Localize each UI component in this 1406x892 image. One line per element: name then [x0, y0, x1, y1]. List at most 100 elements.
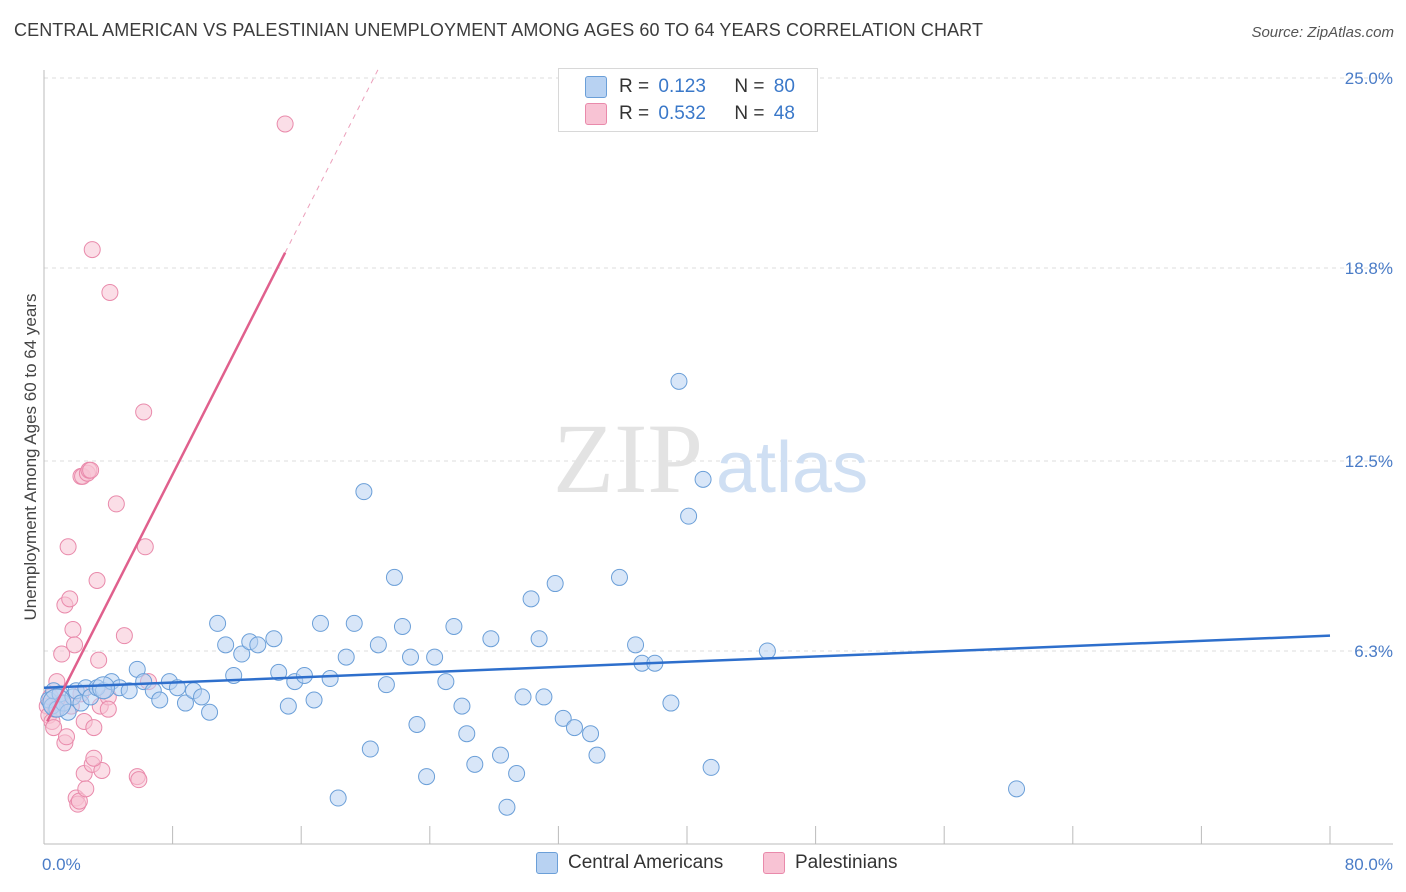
central-american-trend-line: [43, 634, 1331, 689]
palestinian-point: [107, 495, 125, 513]
legend-row-central: R = 0.123 N = 80: [585, 74, 795, 100]
central-american-point: [355, 483, 373, 501]
palestinian-point: [66, 636, 84, 654]
central-american-points: [40, 372, 1026, 816]
central-american-point: [402, 648, 420, 666]
central-swatch: [585, 76, 607, 98]
palestinian-trend-line: [46, 252, 287, 723]
central-american-point: [321, 670, 339, 688]
palestinian-point: [45, 719, 63, 737]
y-tick-label: 6.3%: [1354, 642, 1393, 661]
legend-r-label: R =: [619, 103, 650, 124]
central-american-point: [453, 697, 471, 715]
bottom-legend-central-label: Central Americans: [568, 852, 724, 873]
palestinian-point: [90, 651, 108, 669]
palestinian-swatch: [763, 852, 785, 874]
central-american-point: [554, 709, 572, 727]
palestinian-point: [136, 538, 154, 556]
central-american-point: [329, 789, 347, 807]
central-american-point: [610, 568, 628, 586]
central-american-point: [377, 676, 395, 694]
watermark: ZIP atlas: [553, 403, 868, 514]
legend-r-value: 0.532: [658, 103, 706, 124]
legend-n-value: 80: [773, 76, 795, 97]
central-american-point: [249, 636, 267, 654]
central-american-point: [176, 694, 194, 712]
central-american-point: [582, 725, 600, 743]
central-american-point: [120, 682, 138, 700]
bottom-legend-palestinian-label: Palestinians: [795, 852, 898, 873]
central-american-point: [201, 703, 219, 721]
central-american-point: [270, 663, 288, 681]
central-american-point: [758, 642, 776, 660]
central-american-point: [233, 645, 251, 663]
x-tick-label: 80.0%: [1345, 855, 1393, 874]
central-american-point: [279, 697, 297, 715]
palestinian-point: [135, 403, 153, 421]
palestinian-point: [64, 621, 82, 639]
central-american-point: [385, 568, 403, 586]
palestinian-point: [130, 771, 148, 789]
palestinian-point: [88, 571, 106, 589]
legend-n-label: N =: [734, 76, 765, 97]
legend-n-value: 48: [773, 103, 795, 124]
central-american-point: [369, 636, 387, 654]
palestinian-point: [59, 538, 77, 556]
central-american-point: [530, 630, 548, 648]
central-american-point: [393, 617, 411, 635]
palestinian-swatch: [585, 103, 607, 125]
palestinian-trend-extension: [284, 68, 379, 253]
watermark-atlas: atlas: [716, 428, 868, 508]
central-american-point: [680, 507, 698, 525]
central-american-point: [627, 636, 645, 654]
source-label: Source: ZipAtlas.com: [1251, 24, 1394, 41]
central-american-point: [546, 575, 564, 593]
central-american-point: [193, 688, 211, 706]
y-tick-labels: 6.3% 12.5% 18.8% 25.0%: [1345, 69, 1393, 661]
legend-row-palestinian: R = 0.532 N = 48: [585, 101, 795, 127]
palestinian-point: [115, 627, 133, 645]
central-american-point: [535, 688, 553, 706]
central-american-point: [217, 636, 235, 654]
chart-title: CENTRAL AMERICAN VS PALESTINIAN UNEMPLOY…: [14, 20, 984, 40]
central-swatch: [536, 852, 558, 874]
correlation-legend: R = 0.123 N = 80 R = 0.532 N = 48: [558, 68, 818, 132]
central-american-point: [508, 765, 526, 783]
y-tick-label: 12.5%: [1345, 452, 1393, 471]
palestinian-point: [58, 728, 76, 746]
central-american-point: [311, 614, 329, 632]
palestinian-point: [276, 115, 294, 133]
watermark-zip: ZIP: [553, 403, 703, 514]
central-american-point: [694, 470, 712, 488]
central-american-point: [498, 798, 516, 816]
central-american-point: [209, 614, 227, 632]
palestinian-point: [99, 700, 117, 718]
central-american-point: [466, 755, 484, 773]
palestinian-point: [53, 645, 71, 663]
trend-lines: [43, 68, 1331, 723]
palestinian-point: [93, 761, 111, 779]
y-tick-label: 25.0%: [1345, 69, 1393, 88]
palestinian-point: [85, 719, 103, 737]
legend-r-label: R =: [619, 76, 650, 97]
central-american-point: [151, 691, 169, 709]
central-american-point: [337, 648, 355, 666]
palestinian-point: [82, 461, 100, 479]
central-american-point: [514, 688, 532, 706]
y-tick-label: 18.8%: [1345, 259, 1393, 278]
palestinian-point: [77, 780, 95, 798]
central-american-point: [588, 746, 606, 764]
x-tick-label: 0.0%: [42, 855, 81, 874]
legend-n-label: N =: [734, 103, 765, 124]
central-american-point: [305, 691, 323, 709]
central-american-point: [361, 740, 379, 758]
central-american-point: [1008, 780, 1026, 798]
x-tick-labels: 0.0% 80.0%: [42, 855, 1393, 874]
central-american-point: [91, 676, 115, 700]
palestinian-point: [61, 590, 79, 608]
central-american-point: [662, 694, 680, 712]
palestinian-point: [85, 749, 103, 767]
central-american-point: [445, 617, 463, 635]
central-american-point: [458, 725, 476, 743]
